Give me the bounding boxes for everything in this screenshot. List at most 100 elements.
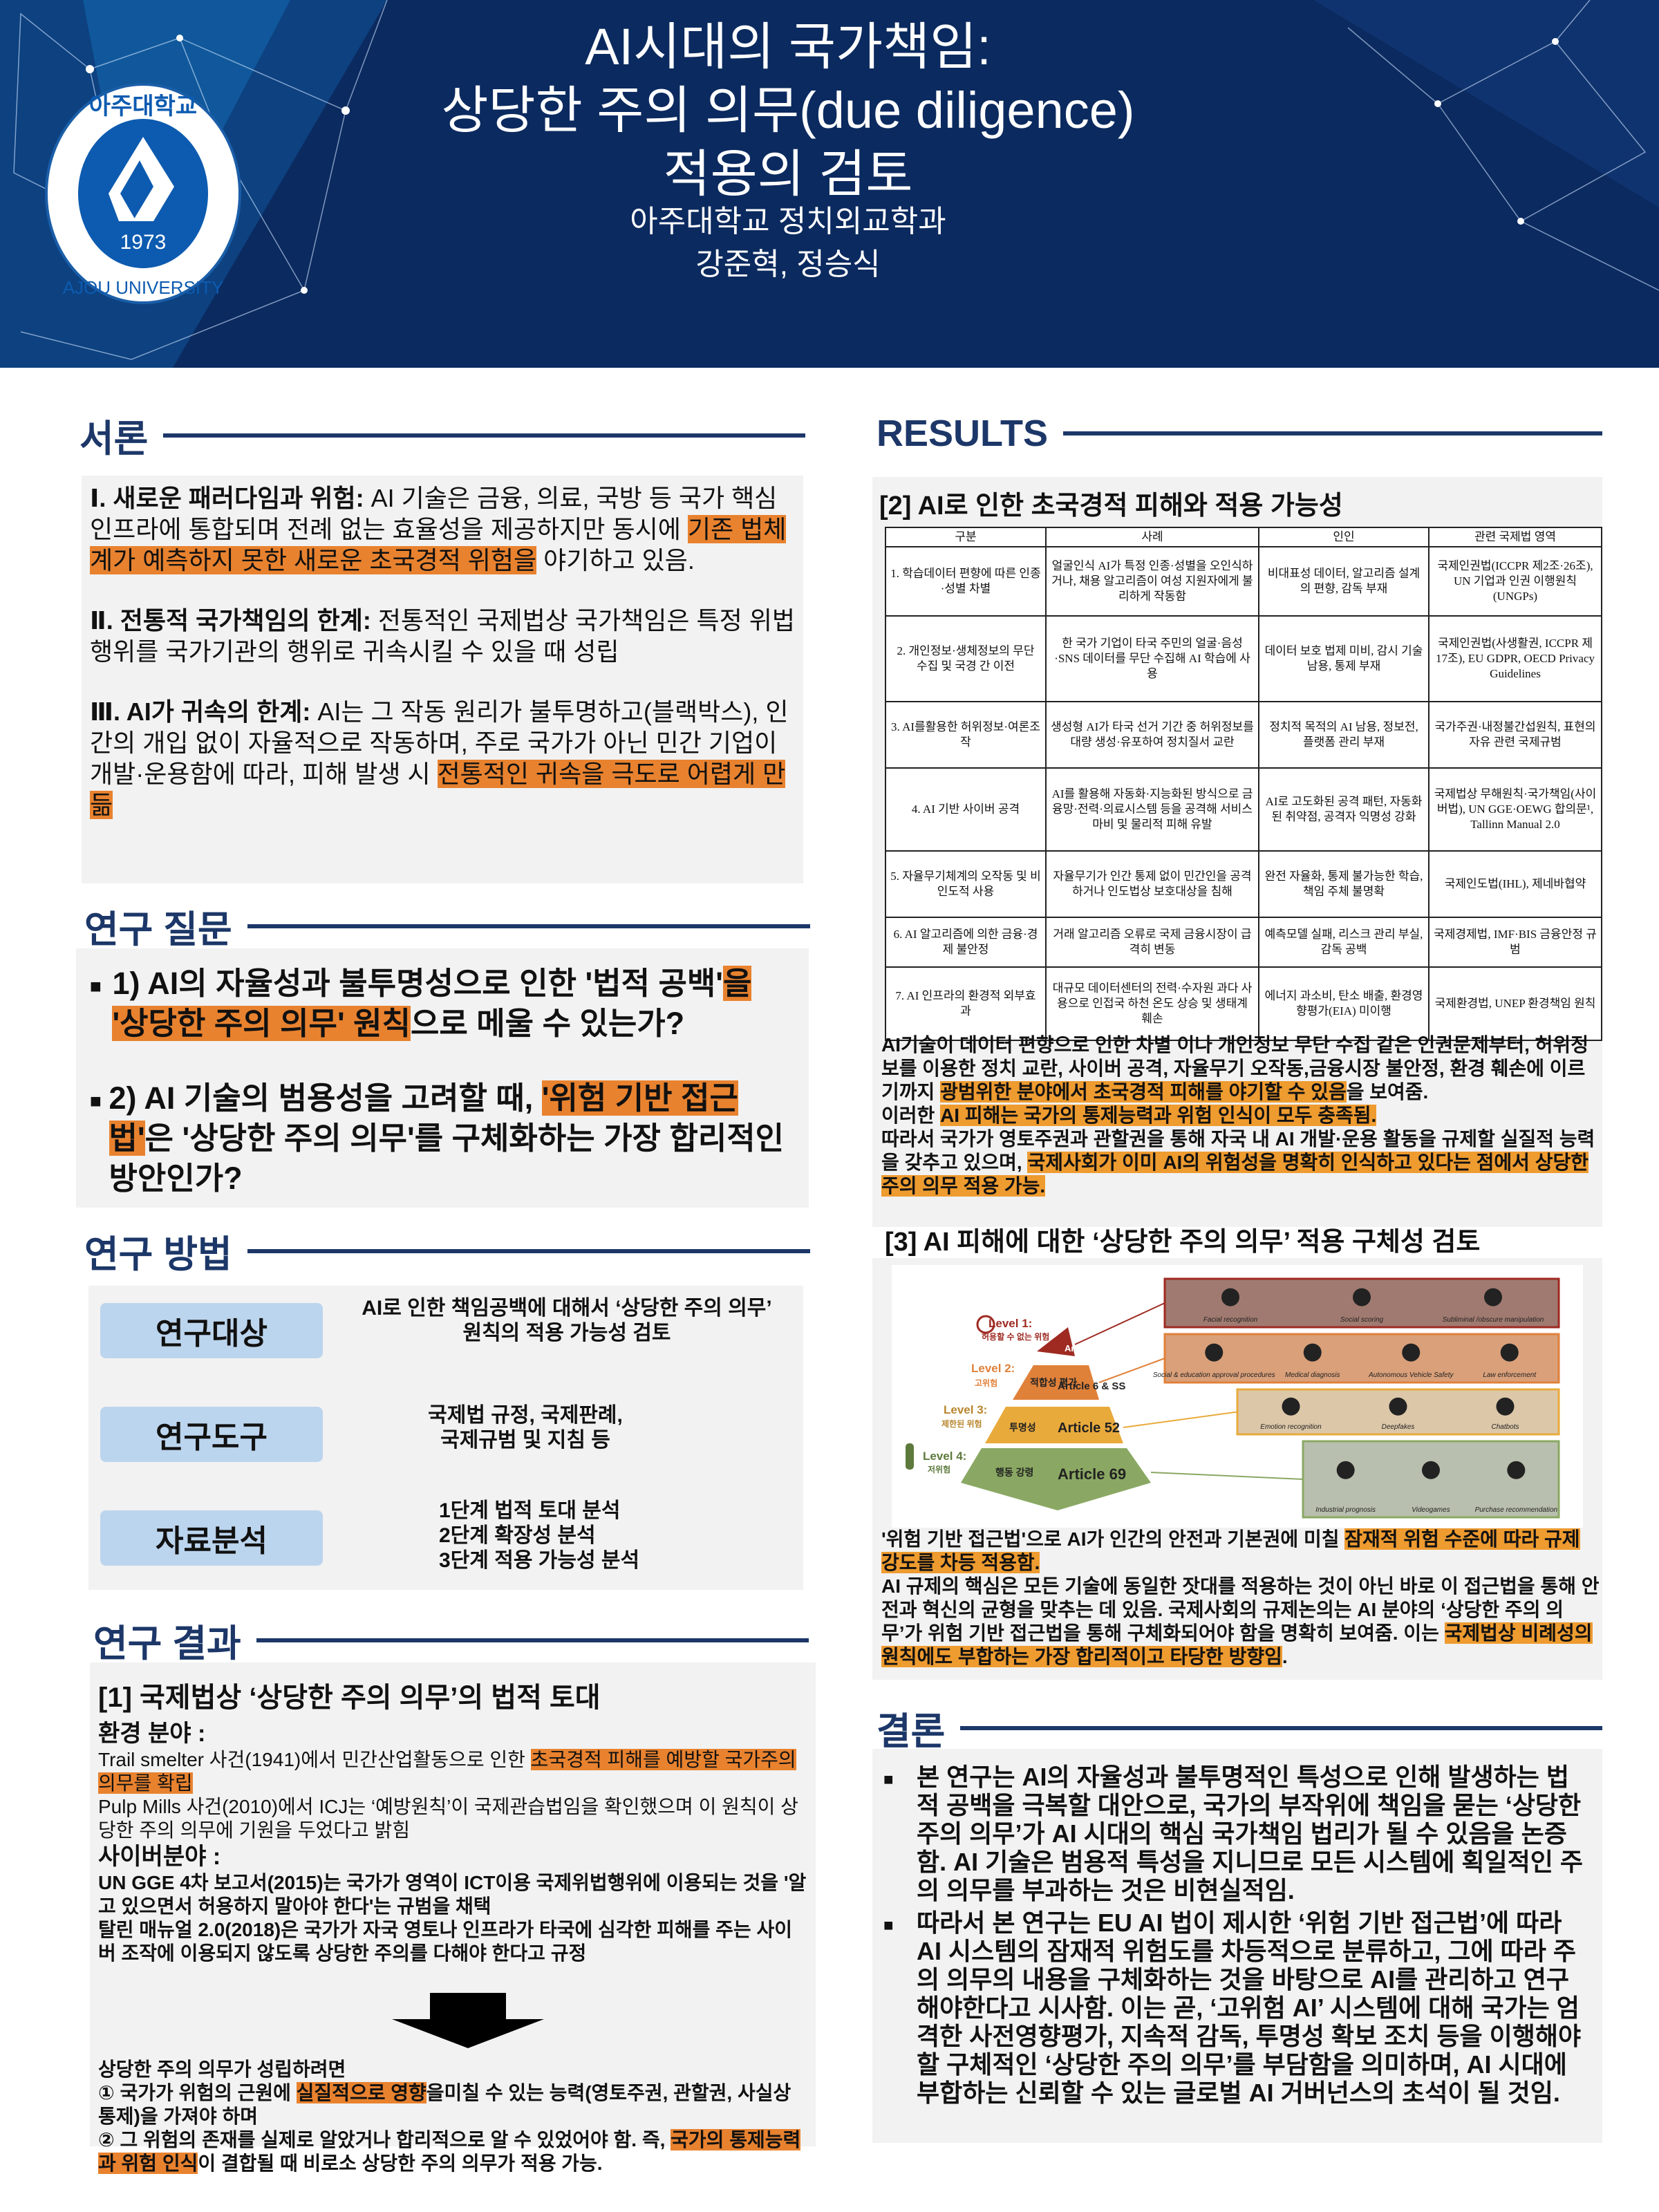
table-cell: 국제경제법, IMF·BIS 금융안정 규범 [1428,917,1602,968]
text-segment: Ⅰ. 새로운 패러다임과 위험: [90,484,371,512]
text-segment: 을미칠 수 있는 능력(영토주권, 관할권, 사실상 통제)을 가져야 하며 [98,2082,791,2127]
level-label: Level 4: [923,1450,966,1463]
example-icon [1336,1461,1355,1479]
example-icon [1500,1343,1519,1362]
text-segment: 상당한 주의 의무가 성립하려면 [98,2059,346,2080]
methods-heading: 연구 방법 [84,1224,810,1278]
example-label: Chatbots [1491,1423,1519,1431]
table-cell: 한 국가 기업이 타국 주민의 얼굴·음성·SNS 데이터를 무단 수집해 AI… [1045,615,1259,702]
example-icon [1282,1397,1300,1416]
harm-table: 구분 사례 인인 관련 국제법 영역 1. 학습데이터 편향에 따른 인종·성별 차별… [885,527,1602,1041]
svg-text:AJOU UNIVERSITY: AJOU UNIVERSITY [63,277,224,298]
table-cell: AI를 활용해 자동화·지능화된 방식으로 금융망·전력·의료시스템 등을 공격… [1045,767,1259,852]
risk-examples-box [1163,1333,1560,1384]
method-label: 자료분석 [100,1510,323,1566]
text-segment: Ⅱ. 전통적 국가책임의 한계: [90,606,378,635]
level-desc: 고위험 [975,1378,997,1388]
text-segment: . [1282,1646,1288,1667]
method-label: 연구도구 [100,1407,323,1462]
environment-heading: 환경 분야 : [98,1721,206,1747]
bullet-icon: ■ [883,1770,894,1789]
condition-text: ② 그 위험의 존재를 실제로 알았거나 합리적으로 알 수 있었어야 함. 즉… [98,2128,807,2175]
text-segment: 야기하고 있음. [536,546,695,574]
table-cell: 6. AI 알고리즘에 의한 금융·경제 불안정 [885,917,1047,968]
level-desc: 허용할 수 없는 위험 [982,1331,1049,1342]
highlighted-text: AI 피해는 국가의 통제능력과 위험 인식이 모두 충족됨. [940,1105,1377,1126]
table-cell: 2. 개인정보·생체정보의 무단 수집 및 국경 간 이전 [885,615,1047,702]
table-cell: 대규모 데이터센터의 전력·수자원 과다 사용으로 인접국 하천 온도 상승 및… [1045,966,1259,1041]
harm-analysis-text: AI기술이 데이터 편향으로 인한 차별 이나 개인정보 무단 수집 같은 인권… [881,1033,1600,1198]
table-cell: 생성형 AI가 타국 선거 기간 중 허위정보를 대량 생성·유포하여 정치질서… [1045,701,1259,769]
text-segment: '위험 기반 접근법'으로 AI가 인간의 안전과 기본권에 미칠 [881,1528,1345,1550]
example-label: Purchase recommendation [1475,1506,1558,1514]
method-text: AI로 인한 책임공백에 대해서 ‘상당한 주의 의무’ 원칙의 적용 가능성 검… [362,1297,772,1344]
article-label: Article 69 [1058,1465,1126,1483]
text-segment: 전통적인 국제법상 국가책임은 특정 위법행위를 국가기관의 행위로 귀속시킬 … [90,606,795,666]
level-label: Level 2: [971,1362,1015,1375]
tier-label: 행동 강령 [995,1467,1033,1478]
text-segment: AI 기술은 금융, 의료, 국방 등 국가 핵심 인프라에 통합되며 전례 없… [90,484,778,543]
text-segment: Ⅲ. AI가 귀속의 한계: [90,697,318,726]
text-segment: AI 규제의 핵심은 모든 기술에 동일한 잣대를 적용하는 것이 아닌 바로 … [881,1575,1600,1644]
research-question: ■ 2) AI 기술의 범용성을 고려할 때, '위험 기반 접근법'은 '상당한… [90,1078,795,1199]
example-label: Social & education approval procedures [1153,1371,1275,1379]
example-label: Medical diagnosis [1285,1371,1340,1379]
svg-text:아주대학교: 아주대학교 [89,93,197,120]
method-text: 1단계 법적 토대 분석 2단계 확장성 분석 3단계 적용 가능성 분석 [439,1499,640,1572]
connector-line [1098,1358,1165,1383]
example-icon [1303,1343,1322,1362]
table-cell: 1. 학습데이터 편향에 따른 인종·성별 차별 [885,546,1047,617]
example-icon [1496,1397,1515,1416]
table-row: 2. 개인정보·생체정보의 무단 수집 및 국경 간 이전 한 국가 기업이 타국… [885,615,1602,702]
research-question: ■ 1) AI의 자율성과 불투명성으로 인한 '법적 공백'을 '상당한 주의 … [90,964,795,1044]
highlighted-text: 광범위한 분야에서 초국경적 피해를 야기할 수 있음 [940,1081,1347,1103]
poster-title: AI시대의 국가책임: 상당한 주의 의무(due diligence) 적용의… [346,15,1230,206]
table-row: 4. AI 기반 사이버 공격 AI를 활용해 자동화·지능화된 방식으로 금융망… [885,767,1602,852]
example-label: Industrial prognosis [1315,1506,1376,1514]
example-label: Subliminal /obscure manipulation [1443,1316,1544,1324]
text-segment: 을 보여줌. [1346,1081,1429,1103]
table-header-row: 구분 사례 인인 관련 국제법 영역 [885,527,1602,547]
text-segment: 2) AI 기술의 범용성을 고려할 때, [109,1080,542,1116]
article-label: Article 52 [1058,1421,1120,1436]
example-label: Autonomous Vehicle Safety [1368,1371,1454,1379]
conclusion-heading: 결론 [877,1700,1602,1755]
column-header: 관련 국제법 영역 [1428,527,1602,547]
table-cell: 자율무기가 인간 통제 없이 민간인을 공격하거나 인도법상 보호대상을 침해 [1045,850,1259,918]
table-cell: 에너지 과소비, 탄소 배출, 환경영향평가(EIA) 미이행 [1258,966,1430,1041]
table-cell: 완전 자율화, 통제 불가능한 학습, 책임 주체 불명확 [1258,850,1430,918]
article-label: Article 6 & SS [1058,1380,1125,1392]
example-icon [1389,1397,1407,1416]
table-cell: 3. AI를활용한 허위정보·여론조작 [885,701,1047,769]
table-cell: 국가주권·내정불간섭원칙, 표현의 자유 관련 국제규범 [1428,701,1602,769]
questions-box: ■ 1) AI의 자율성과 불투명성으로 인한 '법적 공백'을 '상당한 주의 … [76,948,809,1208]
table-cell: 정치적 목적의 AI 남용, 정보전, 플랫폼 관리 부재 [1258,701,1430,769]
table-row: 1. 학습데이터 편향에 따른 인종·성별 차별 얼굴인식 AI가 특정 인종·성… [885,546,1602,617]
table-cell: 국제환경법, UNEP 환경책임 원칙 [1428,966,1602,1041]
table-row: 5. 자율무기체계의 오작동 및 비인도적 사용 자율무기가 인간 통제 없이 민… [885,850,1602,918]
subsection-title: [1] 국제법상 ‘상당한 주의 의무’의 법적 토대 [98,1683,601,1713]
table-cell: 4. AI 기반 사이버 공격 [885,767,1047,852]
stop-hand-icon [976,1315,995,1334]
intro-paragraph: Ⅲ. AI가 귀속의 한계: AI는 그 작동 원리가 불투명하고(블랙박스),… [90,696,795,821]
text-segment: 은 '상당한 주의 의무'를 구체화하는 가장 합리적인 방안인가? [109,1121,785,1196]
case-text: Trail smelter 사건(1941)에서 민간산업활동으로 인한 초국경… [98,1748,807,1795]
risk-pyramid-figure: Art. 5 적합성 평가 Article 6 & SS 투명성 Article… [892,1265,1583,1528]
table-row: 6. AI 알고리즘에 의한 금융·경제 불안정 거래 알고리즘 오류로 국제 금… [885,917,1602,968]
case-text: 탈린 매뉴얼 2.0(2018)은 국가가 자국 영토나 인프라가 타국에 심각… [98,1918,807,1965]
connector-line [1074,1302,1165,1345]
results-heading: 연구 결과 [93,1613,809,1667]
intro-paragraph: Ⅰ. 새로운 패러다임과 위험: AI 기술은 금융, 의료, 국방 등 국가 … [90,482,795,576]
example-icon [1353,1288,1371,1306]
example-label: Deepfakes [1382,1423,1415,1431]
subsection-title: [3] AI 피해에 대한 ‘상당한 주의 의무’ 적용 구체성 검토 [885,1228,1481,1257]
text-segment: 탈린 매뉴얼 2.0(2018)은 국가가 자국 영토나 인프라가 타국에 심각… [98,1919,792,1964]
risk-approach-text: '위험 기반 접근법'으로 AI가 인간의 안전과 기본권에 미칠 잠재적 위험… [881,1528,1600,1669]
example-label: Facial recognition [1203,1316,1258,1324]
pyramid-tier-1 [1037,1327,1075,1356]
example-icon [1422,1461,1440,1479]
results-legal-basis-box: [1] 국제법상 ‘상당한 주의 의무’의 법적 토대 환경 분야 : Trai… [90,1662,816,2174]
conclusion-item: ■ 본 연구는 AI의 자율성과 불투명적인 특성으로 인해 발생하는 법적 공백… [883,1763,1584,1904]
level-label: Level 3: [944,1403,987,1416]
case-text: UN GGE 4차 보고서(2015)는 국가가 영역이 ICT이용 국제위법행… [98,1871,807,1918]
